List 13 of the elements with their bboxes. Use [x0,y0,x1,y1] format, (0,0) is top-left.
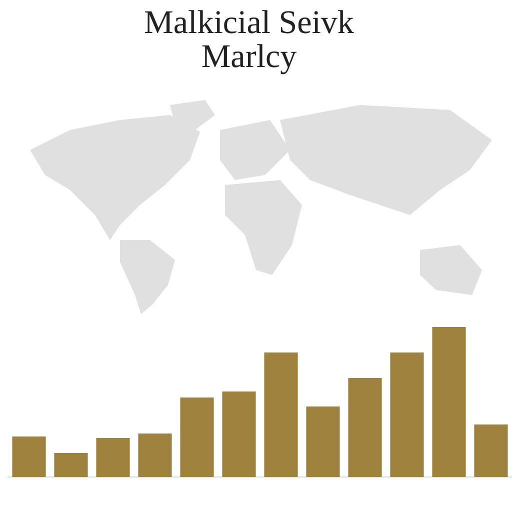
bar [54,453,88,477]
bar [96,438,130,477]
bar [390,352,424,477]
bar [432,327,466,477]
bar [348,378,382,477]
bar [138,434,172,477]
bar [264,352,298,477]
bar [180,398,214,477]
bar [474,424,508,477]
chart-title: Malkicial Seivk Marlcy [143,5,355,75]
bar [222,392,256,477]
bar [306,406,340,477]
bar [12,436,46,477]
